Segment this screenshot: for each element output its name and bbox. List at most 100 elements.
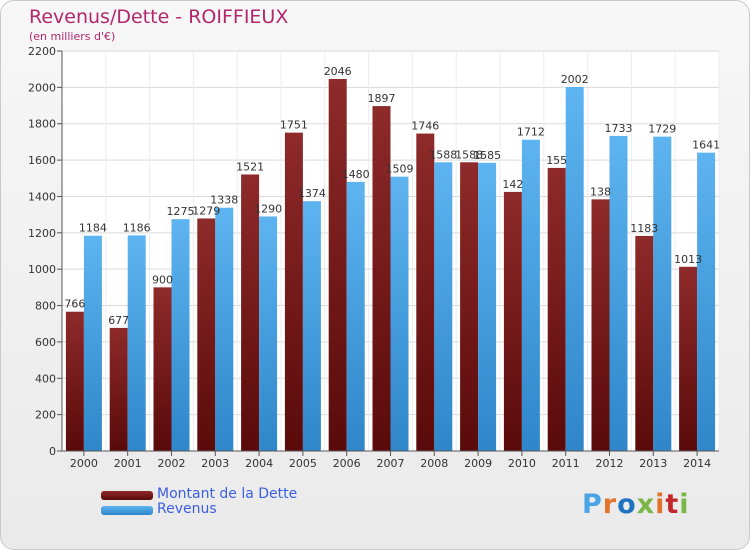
chart-title: Revenus/Dette - ROIFFIEUX: [29, 6, 289, 28]
bar-dette-2007: [372, 106, 391, 451]
bar-dette-2014: [679, 266, 698, 451]
bar-dette-2006: [328, 79, 347, 451]
y-tick-label: 1400: [28, 190, 56, 203]
y-tick-label: 200: [35, 409, 56, 422]
legend-swatch-dette: [101, 491, 153, 500]
x-tick-label: 2011: [552, 457, 580, 470]
bar-revenus-2003: [215, 207, 234, 451]
data-label-revenus-2001: 1186: [123, 221, 151, 234]
data-label-revenus-2012: 1733: [605, 122, 633, 135]
bar-revenus-2013: [653, 136, 672, 452]
data-label-revenus-2005: 1374: [298, 187, 326, 200]
y-tick-label: 800: [35, 300, 56, 313]
bar-dette-2005: [284, 132, 303, 452]
bar-dette-2008: [416, 133, 435, 451]
data-label-revenus-2006: 1480: [342, 168, 370, 181]
logo-letter: i: [679, 489, 690, 520]
logo-letter: o: [617, 489, 637, 520]
chart-subtitle: (en milliers d'€): [29, 30, 116, 43]
y-tick-label: 1000: [28, 263, 56, 276]
bar-dette-2012: [591, 199, 610, 451]
bar-revenus-2007: [390, 176, 409, 452]
x-tick-label: 2000: [70, 457, 98, 470]
x-tick-label: 2007: [377, 457, 405, 470]
bar-revenus-2002: [171, 219, 190, 451]
legend-label-revenus: Revenus: [157, 501, 217, 517]
x-tick-label: 2008: [420, 457, 448, 470]
bar-dette-2010: [503, 191, 522, 451]
x-tick-label: 2001: [114, 457, 142, 470]
legend-label-dette: Montant de la Dette: [157, 486, 298, 502]
y-tick-label: 2000: [28, 81, 56, 94]
data-label-revenus-2007: 1509: [386, 163, 414, 176]
data-label-revenus-2014: 1641: [692, 139, 720, 152]
data-label-dette-2012: 138: [590, 185, 611, 198]
bar-revenus-2005: [302, 201, 321, 451]
bar-dette-2004: [241, 174, 260, 452]
bar-dette-2009: [460, 162, 479, 452]
data-label-dette-2005: 1751: [280, 119, 308, 132]
data-label-revenus-2000: 1184: [79, 222, 107, 235]
data-label-dette-2007: 1897: [368, 92, 396, 105]
y-tick-label: 400: [35, 372, 56, 385]
x-tick-label: 2003: [201, 457, 229, 470]
data-label-dette-2008: 1746: [411, 120, 439, 133]
data-label-dette-2011: 155: [546, 154, 567, 167]
bar-revenus-2014: [697, 152, 716, 452]
data-label-revenus-2002: 1275: [167, 205, 195, 218]
x-tick-label: 2002: [158, 457, 186, 470]
bar-revenus-2011: [565, 87, 584, 451]
bar-revenus-2012: [609, 135, 628, 451]
legend-swatch-revenus: [101, 506, 153, 515]
data-label-dette-2010: 142: [502, 178, 523, 191]
data-label-dette-2004: 1521: [236, 160, 264, 173]
bar-revenus-2000: [83, 235, 102, 451]
axis-layer: 0 200 400 600 800 1000 1200 1400 1600 1800 2000 220…: [28, 45, 719, 470]
bar-dette-2001: [109, 327, 128, 451]
proxiti-logo: Proxiti: [582, 489, 690, 520]
bar-dette-2003: [197, 218, 216, 451]
y-tick-label: 1600: [28, 154, 56, 167]
data-label-dette-2014: 1013: [674, 253, 702, 266]
y-tick-label: 2200: [28, 45, 56, 58]
logo-letter: t: [665, 489, 680, 520]
y-tick-label: 0: [49, 445, 56, 458]
x-tick-label: 2005: [289, 457, 317, 470]
x-tick-label: 2009: [464, 457, 492, 470]
bar-revenus-2006: [346, 181, 365, 451]
bar-revenus-2004: [259, 216, 278, 451]
data-label-dette-2000: 766: [64, 298, 85, 311]
data-label-dette-2001: 677: [108, 314, 129, 327]
bar-dette-2013: [635, 235, 654, 451]
data-label-revenus-2003: 1338: [210, 194, 238, 207]
data-label-dette-2009: 1588: [455, 148, 483, 161]
x-tick-label: 2012: [596, 457, 624, 470]
x-tick-label: 2004: [245, 457, 273, 470]
y-tick-label: 600: [35, 336, 56, 349]
x-tick-label: 2006: [333, 457, 361, 470]
bars-layer: [65, 79, 716, 452]
bar-dette-2002: [153, 287, 172, 451]
data-label-dette-2013: 1183: [630, 222, 658, 235]
logo-letter: x: [636, 489, 656, 520]
data-label-revenus-2010: 1712: [517, 126, 545, 139]
data-label-dette-2003: 1279: [192, 204, 220, 217]
bar-revenus-2009: [478, 162, 497, 451]
data-label-revenus-2013: 1729: [648, 123, 676, 136]
x-tick-label: 2010: [508, 457, 536, 470]
bar-dette-2011: [547, 167, 566, 451]
bar-revenus-2008: [434, 162, 453, 452]
logo-letter: r: [602, 489, 618, 520]
data-label-revenus-2011: 2002: [561, 73, 589, 86]
logo-letter: P: [582, 489, 603, 520]
bar-dette-2000: [65, 311, 84, 451]
data-label-dette-2006: 2046: [324, 65, 352, 78]
data-label-revenus-2004: 1290: [254, 202, 282, 215]
y-tick-label: 1800: [28, 118, 56, 131]
logo-letter: i: [655, 489, 666, 520]
data-label-dette-2002: 900: [152, 273, 173, 286]
x-tick-label: 2014: [683, 457, 711, 470]
data-label-revenus-2009: 1585: [473, 149, 501, 162]
